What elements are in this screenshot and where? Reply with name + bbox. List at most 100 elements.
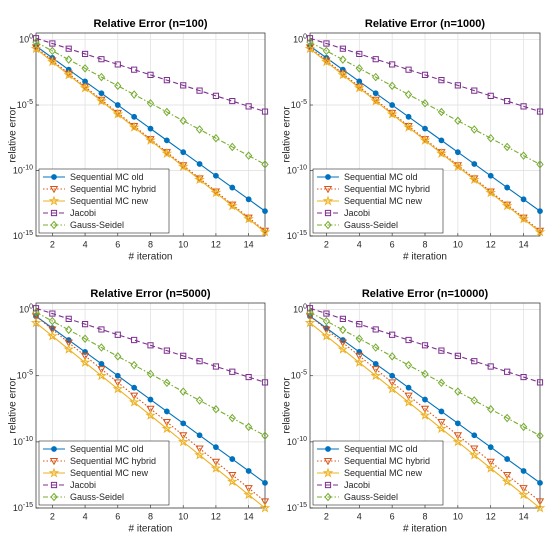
legend-marker	[325, 174, 331, 180]
series-line	[35, 311, 266, 437]
y-tick-label: 10-10	[287, 164, 307, 176]
marker	[486, 458, 495, 467]
axes-frame	[35, 32, 266, 237]
marker	[261, 431, 269, 440]
marker	[81, 50, 89, 58]
marker	[487, 444, 494, 451]
axes-frame	[309, 32, 541, 237]
x-tick-label: 4	[357, 511, 362, 521]
marker	[306, 305, 314, 312]
marker	[470, 445, 479, 453]
series-line	[309, 48, 541, 233]
marker	[114, 61, 121, 68]
marker	[131, 66, 138, 73]
marker	[32, 305, 40, 312]
marker	[471, 432, 478, 439]
legend-label: Sequential MC old	[70, 444, 144, 454]
marker	[519, 151, 528, 160]
marker	[501, 476, 513, 487]
y-tick-label: 10-5	[17, 370, 33, 382]
x-tick-label: 6	[115, 511, 120, 521]
legend-marker	[51, 174, 57, 180]
y-tick-label: 10-5	[291, 99, 307, 111]
legend-label: Jacobi	[344, 208, 370, 218]
marker	[454, 149, 461, 156]
y-axis-label: relative error	[8, 377, 19, 434]
marker	[244, 485, 253, 493]
marker	[386, 383, 398, 394]
marker	[229, 368, 236, 375]
marker	[355, 334, 363, 343]
legend-label: Gauss-Seidel	[344, 492, 398, 502]
marker	[372, 56, 379, 63]
series-line	[35, 37, 266, 113]
x-tick-label: 10	[453, 511, 463, 521]
legend-label: Sequential MC hybrid	[344, 456, 430, 466]
legend-marker	[322, 467, 334, 478]
marker	[388, 81, 396, 91]
marker	[49, 310, 56, 317]
legend-label: Jacobi	[70, 208, 96, 218]
x-tick-label: 10	[178, 239, 188, 249]
marker	[389, 61, 396, 68]
marker	[304, 317, 316, 328]
y-tick-label: 100	[293, 303, 307, 315]
marker	[534, 226, 546, 237]
marker	[356, 50, 363, 58]
y-tick-label: 10-15	[13, 502, 33, 514]
x-axis-label: # iteration	[403, 252, 447, 263]
marker	[112, 383, 124, 394]
marker	[259, 502, 271, 513]
marker	[32, 37, 40, 47]
marker	[245, 196, 252, 203]
marker	[213, 444, 219, 451]
marker	[145, 409, 156, 420]
y-tick-label: 100	[293, 33, 307, 45]
marker	[261, 379, 269, 386]
marker	[404, 392, 413, 400]
marker	[338, 339, 348, 347]
marker	[372, 90, 379, 97]
x-tick-label: 6	[115, 239, 120, 249]
series-line	[35, 41, 266, 165]
marker	[259, 226, 271, 237]
marker	[162, 419, 172, 427]
marker	[180, 352, 187, 360]
marker	[519, 485, 528, 493]
marker	[163, 378, 171, 388]
x-axis-label: # iteration	[129, 524, 173, 535]
marker	[520, 103, 527, 110]
marker	[229, 97, 236, 105]
marker	[130, 360, 138, 370]
marker	[180, 420, 187, 427]
legend-label: Sequential MC old	[344, 172, 418, 182]
legend-marker	[50, 220, 58, 230]
series-line	[35, 48, 266, 233]
marker	[227, 200, 238, 211]
y-tick-label: 100	[19, 303, 33, 315]
marker	[32, 307, 40, 317]
marker	[471, 87, 478, 94]
legend-marker	[49, 186, 59, 194]
marker	[389, 331, 396, 338]
marker	[536, 108, 544, 115]
marker	[371, 366, 380, 374]
marker	[98, 360, 105, 367]
x-tick-label: 8	[148, 239, 153, 249]
marker	[243, 213, 254, 224]
marker	[48, 326, 57, 334]
marker	[419, 409, 431, 420]
marker	[304, 43, 316, 54]
y-axis-label: relative error	[282, 377, 293, 434]
marker	[63, 69, 74, 80]
marker	[504, 97, 511, 105]
legend-marker	[324, 481, 332, 489]
marker	[404, 360, 413, 370]
marker	[322, 326, 331, 334]
marker	[196, 358, 203, 365]
marker	[372, 343, 380, 352]
x-tick-label: 6	[390, 239, 395, 249]
marker	[389, 102, 396, 108]
marker	[180, 82, 187, 89]
marker	[113, 379, 122, 387]
